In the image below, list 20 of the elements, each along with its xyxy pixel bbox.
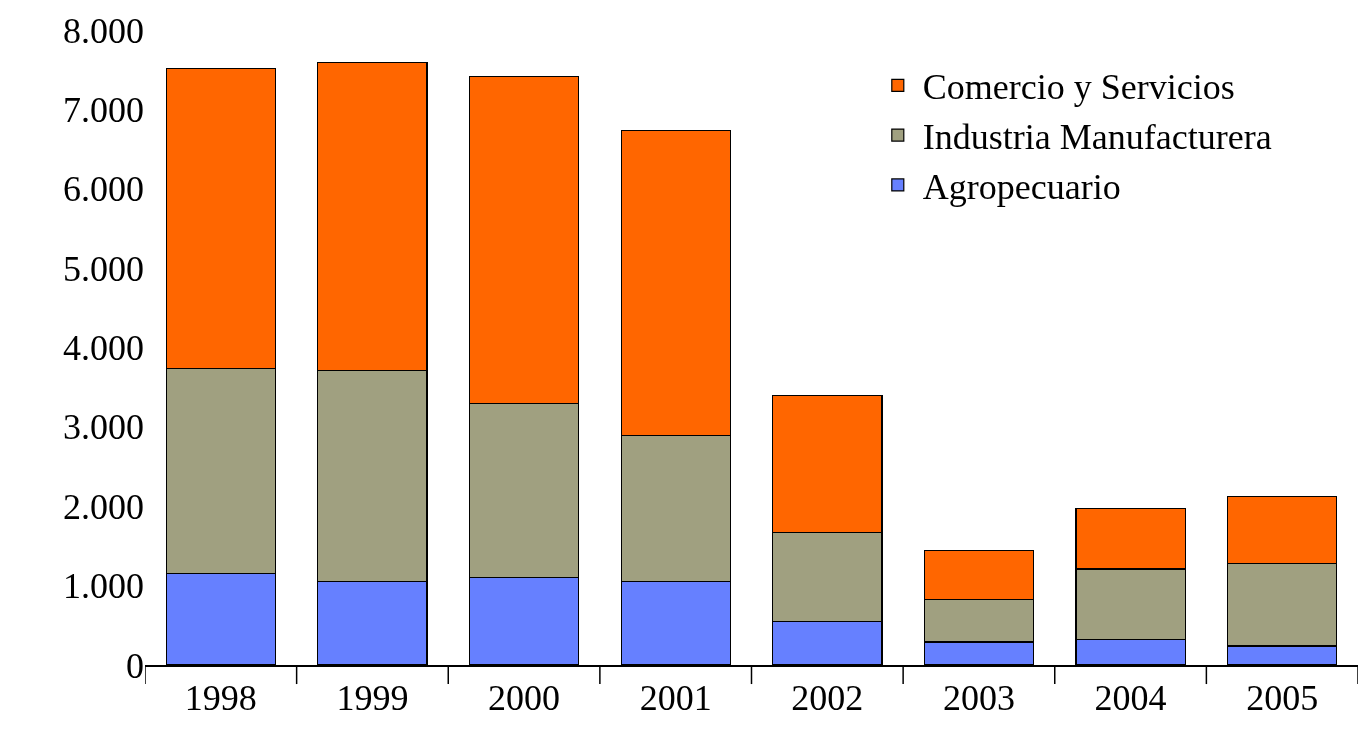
y-tick-label: 8.000 <box>63 10 144 51</box>
y-tick-label: 1.000 <box>63 566 144 607</box>
y-tick-label: 3.000 <box>63 407 144 448</box>
x-tick-label: 2002 <box>791 677 864 718</box>
y-tick-label: 2.000 <box>63 486 144 527</box>
x-tick-label: 1998 <box>184 677 257 718</box>
x-tick-label: 2004 <box>1094 677 1167 718</box>
legend-label: Agropecuario <box>922 166 1121 207</box>
x-tick-label: 1999 <box>336 677 409 718</box>
y-tick-label: 6.000 <box>63 169 144 210</box>
y-tick-label: 7.000 <box>63 89 144 130</box>
y-tick-label: 4.000 <box>63 328 144 369</box>
x-tick-label: 2003 <box>942 677 1015 718</box>
legend-label: Comercio y Servicios <box>922 67 1235 108</box>
legend-label: Industria Manufacturera <box>922 117 1272 158</box>
y-tick-label: 5.000 <box>63 248 144 289</box>
x-tick-label: 2001 <box>639 677 712 718</box>
x-tick-label: 2005 <box>1246 677 1319 718</box>
y-tick-label: 0 <box>126 645 144 686</box>
x-tick-label: 2000 <box>488 677 561 718</box>
